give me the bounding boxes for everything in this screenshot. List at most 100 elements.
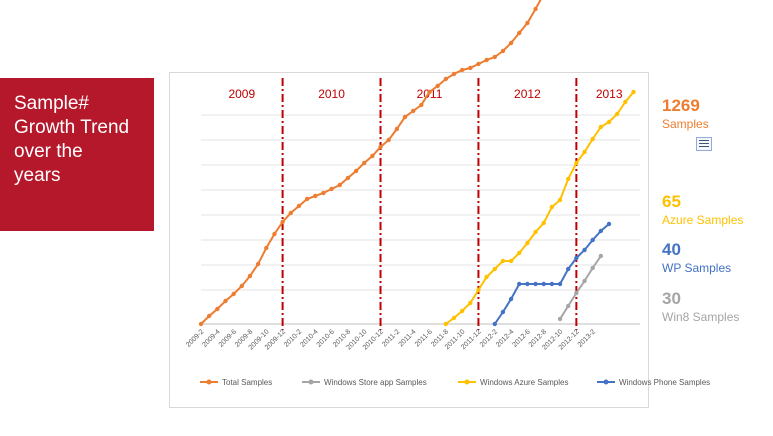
side-label-azure: 65 Azure Samples <box>662 192 743 228</box>
series-2-point-9 <box>517 250 522 256</box>
series-0-point-18 <box>345 175 351 181</box>
series-2-point-16 <box>574 160 579 166</box>
series-0-point-41 <box>533 6 538 12</box>
series-0-point-12 <box>296 203 302 209</box>
year-label-2009: 2009 <box>228 87 255 101</box>
series-0-point-23 <box>386 137 391 143</box>
series-3-point-1 <box>500 309 506 315</box>
series-0-point-11 <box>288 210 293 216</box>
series-2-point-15 <box>566 176 571 182</box>
total-label: Samples <box>662 117 709 131</box>
series-1-point-3 <box>582 278 587 284</box>
series-3-point-13 <box>598 228 604 234</box>
series-2-point-0 <box>443 321 448 327</box>
series-3-point-9 <box>566 266 571 272</box>
legend-label-2: Windows Azure Samples <box>480 378 568 387</box>
series-2-point-7 <box>500 258 506 264</box>
series-0-point-38 <box>508 40 514 46</box>
series-0-point-0 <box>198 321 204 327</box>
series-3-point-8 <box>557 281 563 287</box>
azure-count: 65 <box>662 192 681 211</box>
series-0-point-25 <box>402 114 408 120</box>
wp-count: 40 <box>662 240 681 259</box>
series-0-point-17 <box>337 182 342 188</box>
series-0-point-36 <box>492 54 497 60</box>
series-0-point-20 <box>362 160 367 166</box>
series-0-point-30 <box>443 76 448 82</box>
series-2-point-8 <box>508 258 514 264</box>
series-2-point-23 <box>631 89 636 95</box>
series-2-point-2 <box>459 308 465 314</box>
series-2-point-22 <box>623 99 628 105</box>
series-0-point-35 <box>484 57 489 63</box>
series-0-point-22 <box>378 144 383 150</box>
series-0-point-33 <box>468 65 473 71</box>
series-2-point-11 <box>533 229 538 235</box>
series-0-point-39 <box>517 30 522 36</box>
series-0-point-2 <box>215 306 220 312</box>
legend-label-1: Windows Store app Samples <box>324 378 427 387</box>
series-3-point-7 <box>549 281 555 287</box>
series-1-point-1 <box>566 303 571 309</box>
series-2-point-14 <box>557 197 563 203</box>
series-0-point-9 <box>272 231 277 237</box>
series-0-point-7 <box>255 261 261 267</box>
series-0-point-24 <box>394 126 400 132</box>
series-0-point-29 <box>435 83 440 89</box>
series-0-point-13 <box>304 196 310 202</box>
series-2-point-12 <box>541 220 546 226</box>
series-2-point-18 <box>590 136 595 142</box>
series-0-point-1 <box>206 313 212 319</box>
title-panel: Sample# Growth Trend over the years <box>0 78 154 231</box>
series-0-point-28 <box>427 89 432 95</box>
series-3-point-10 <box>574 255 579 261</box>
series-2-point-1 <box>451 315 457 321</box>
series-line-1 <box>559 255 602 320</box>
legend-label-0: Total Samples <box>222 378 272 387</box>
legend-marker-1 <box>308 379 314 385</box>
series-2-point-3 <box>468 300 473 306</box>
year-label-2010: 2010 <box>318 87 345 101</box>
series-1-point-0 <box>557 316 563 322</box>
series-line-2 <box>445 91 635 325</box>
series-0-point-16 <box>329 186 334 192</box>
series-0-point-40 <box>525 20 530 26</box>
series-3-point-12 <box>590 237 595 243</box>
series-2-point-5 <box>484 274 489 280</box>
series-0-point-26 <box>410 108 416 114</box>
side-label-wp: 40 WP Samples <box>662 240 731 276</box>
series-3-point-2 <box>508 296 514 302</box>
series-1-point-2 <box>574 290 579 296</box>
side-label-total: 1269 Samples <box>662 96 709 132</box>
series-2-point-21 <box>614 111 620 117</box>
series-0-point-3 <box>223 298 228 304</box>
series-3-point-3 <box>517 281 522 287</box>
legend-marker-2 <box>464 379 470 385</box>
series-2-point-17 <box>582 149 587 155</box>
legend-marker-3 <box>603 379 609 385</box>
series-2-point-4 <box>476 287 481 293</box>
series-3-point-4 <box>525 281 530 287</box>
series-3-point-6 <box>541 281 546 287</box>
series-0-point-19 <box>353 168 359 174</box>
series-3-point-14 <box>606 221 612 227</box>
chart-frame <box>169 72 649 408</box>
series-3-point-0 <box>492 321 497 327</box>
win8-label: Win8 Samples <box>662 310 740 324</box>
series-line-0 <box>200 0 542 325</box>
series-0-point-31 <box>451 71 457 77</box>
series-3-point-11 <box>582 247 587 253</box>
series-0-point-34 <box>476 61 481 67</box>
year-label-2012: 2012 <box>514 87 541 101</box>
series-0-point-27 <box>419 102 424 108</box>
series-1-point-5 <box>598 253 604 259</box>
series-0-point-37 <box>500 48 506 54</box>
legend-marker-0 <box>206 379 212 385</box>
series-0-point-6 <box>247 273 253 279</box>
win8-count: 30 <box>662 289 681 308</box>
series-0-point-5 <box>239 283 244 289</box>
document-icon <box>696 137 712 151</box>
series-0-point-14 <box>313 193 318 199</box>
series-3-point-5 <box>533 281 538 287</box>
series-0-point-4 <box>231 291 236 297</box>
